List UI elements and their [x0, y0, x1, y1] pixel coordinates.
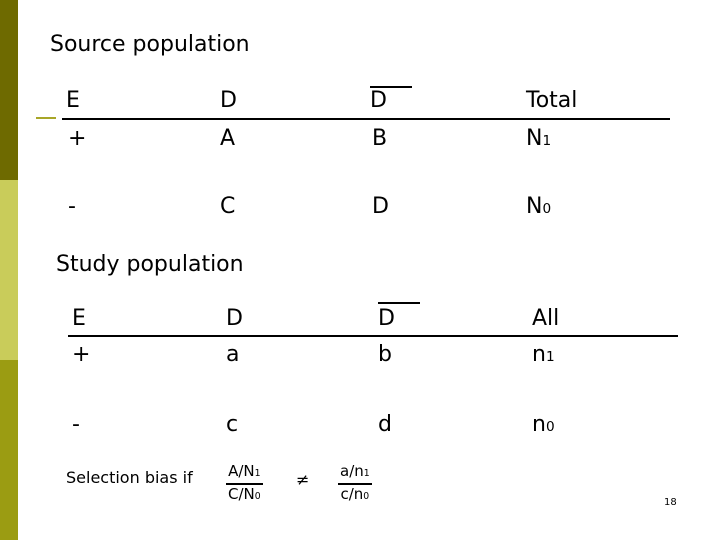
page-number: 18 [664, 497, 677, 508]
left-bar-top [0, 0, 18, 180]
study-header-rule [68, 335, 678, 337]
study-total-n1: n [532, 342, 546, 367]
source-header-e: E [66, 88, 80, 113]
study-total-n1-sub: 1 [545, 349, 555, 365]
source-row-plus-e: + [68, 126, 87, 151]
study-row-minus-d: c [226, 412, 239, 437]
source-total-n1-sub: 1 [542, 133, 552, 149]
source-total-n0-sub: 0 [542, 201, 552, 217]
not-equal-sign: ≠ [296, 470, 310, 489]
left-fraction-denominator: C/N0 [228, 485, 261, 503]
source-title: Source population [50, 32, 250, 57]
source-header-rule [62, 118, 670, 120]
study-row-plus-not-d: b [378, 342, 392, 367]
selection-right-fraction: a/n1 c/n0 [338, 462, 372, 506]
study-header-d: D [226, 306, 243, 331]
source-row-minus-d: C [220, 194, 236, 219]
study-not-d-overbar [378, 302, 420, 304]
left-bar-middle [0, 180, 18, 360]
study-header-all: All [532, 306, 560, 331]
source-header-not-d: D [370, 88, 387, 113]
source-row-plus-d: A [220, 126, 236, 151]
left-bar-bottom [0, 360, 18, 540]
study-row-minus-total: n0 [532, 412, 555, 437]
source-row-plus-not-d: B [372, 126, 388, 151]
source-row-minus-e: - [68, 194, 76, 219]
selection-left-fraction: A/N1 C/N0 [226, 462, 263, 506]
source-row-minus-total: N0 [526, 194, 551, 219]
study-total-n0: n [532, 412, 546, 437]
study-header-e: E [72, 306, 86, 331]
left-fraction-numerator: A/N1 [226, 462, 263, 485]
study-row-minus-not-d: d [378, 412, 392, 437]
accent-line [36, 117, 56, 119]
right-fraction-numerator: a/n1 [338, 462, 372, 485]
source-not-d-overbar [370, 86, 412, 88]
study-row-plus-e: + [72, 342, 91, 367]
right-fraction-denominator: c/n0 [340, 485, 370, 503]
selection-bias-label: Selection bias if [66, 468, 193, 487]
study-row-plus-total: n1 [532, 342, 555, 367]
study-title: Study population [56, 252, 244, 277]
study-row-plus-d: a [226, 342, 240, 367]
study-total-n0-sub: 0 [545, 419, 555, 435]
source-row-minus-not-d: D [372, 194, 389, 219]
study-header-not-d: D [378, 306, 395, 331]
source-total-n1: N [526, 126, 543, 151]
study-row-minus-e: - [72, 412, 80, 437]
source-header-d: D [220, 88, 237, 113]
source-row-plus-total: N1 [526, 126, 551, 151]
source-total-n0: N [526, 194, 543, 219]
source-header-total: Total [526, 88, 578, 113]
